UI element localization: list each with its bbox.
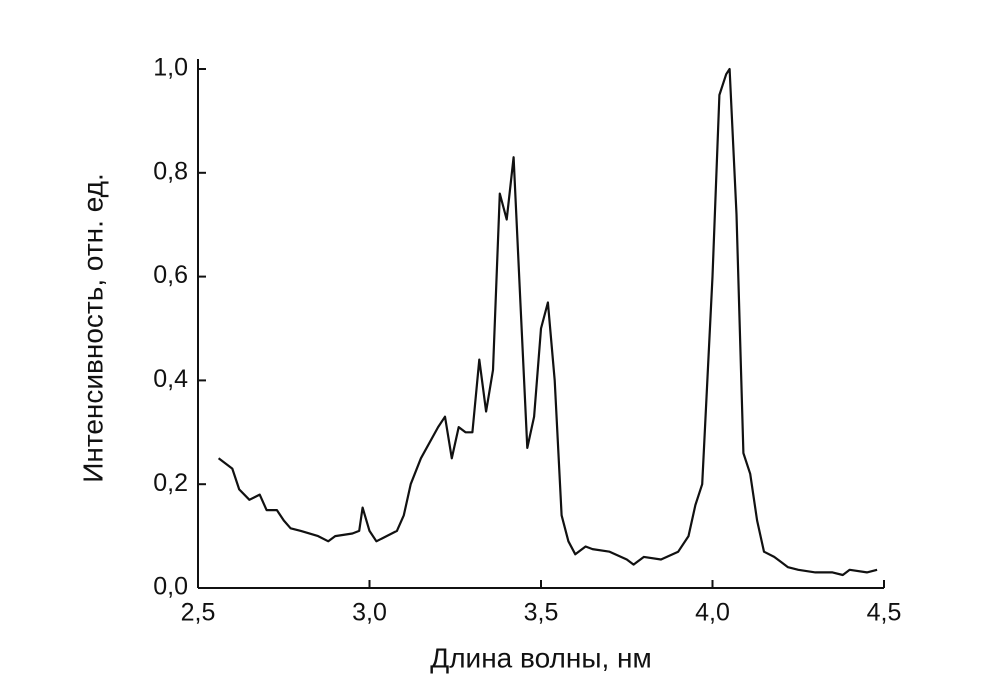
y-tick-label: 0,0 [153, 573, 188, 601]
y-axis-title: Интенсивность, отн. ед. [77, 173, 108, 483]
line-series [217, 67, 878, 577]
x-tick-label: 3,0 [352, 599, 387, 627]
x-tick-label: 3,5 [524, 599, 559, 627]
x-tick-label: 2,5 [181, 599, 216, 627]
y-tick-label: 1,0 [153, 54, 188, 82]
y-tick-label: 0,4 [153, 365, 188, 393]
y-tick-label: 0,6 [153, 261, 188, 289]
y-tick-label: 0,2 [153, 469, 188, 497]
y-tick-label: 0,8 [153, 157, 188, 185]
x-tick-label: 4,0 [695, 599, 730, 627]
x-axis-title: Длина волны, нм [430, 642, 651, 673]
x-tick-label: 4,5 [867, 599, 902, 627]
